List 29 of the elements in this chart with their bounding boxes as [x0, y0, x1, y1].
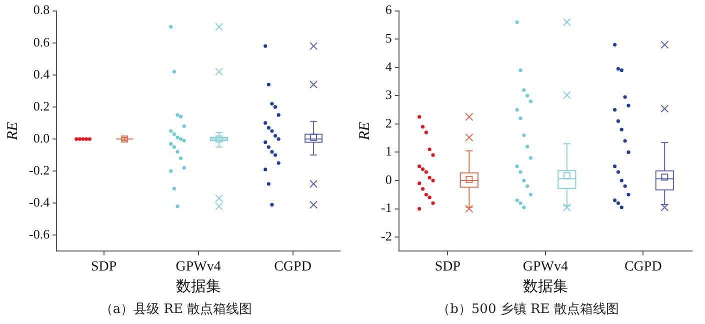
- x-axis-title: 数据集: [522, 278, 568, 295]
- y-tick-label: 4: [385, 58, 392, 74]
- y-axis-title: RE: [356, 122, 373, 142]
- x-tick-label: SDP: [90, 259, 117, 274]
- y-tick-label: 0.4: [33, 66, 50, 82]
- x-tick-label: GPWv4: [522, 259, 568, 274]
- x-axis-title: 数据集: [176, 278, 221, 295]
- y-tick-label: 3: [385, 87, 392, 102]
- y-tick-label: 0.6: [33, 34, 50, 50]
- y-tick-label: 0.0: [33, 130, 50, 146]
- y-tick-label: -2: [380, 228, 392, 244]
- y-tick-label: 2: [385, 115, 392, 130]
- x-tick-label: SDP: [434, 259, 461, 274]
- y-tick-label: -0.2: [28, 162, 50, 178]
- x-tick-label: CGPD: [274, 259, 312, 274]
- y-tick-label: 5: [385, 30, 392, 46]
- y-tick-label: 0.2: [33, 98, 50, 114]
- y-tick-label: 6: [385, 2, 392, 18]
- text: （a）县级 RE 散点箱线图: [98, 301, 254, 318]
- y-tick-label: -0.6: [28, 226, 50, 242]
- y-tick-label: 1: [385, 144, 392, 159]
- y-axis-title: RE: [4, 122, 21, 142]
- text: （b）500 乡镇 RE 散点箱线图: [436, 301, 620, 318]
- y-tick-label: 0.8: [33, 2, 50, 18]
- y-tick-label: -0.4: [28, 194, 50, 210]
- y-tick-label: -1: [380, 200, 392, 216]
- x-tick-label: CGPD: [624, 259, 662, 274]
- x-tick-label: GPWv4: [176, 259, 221, 274]
- y-tick-label: 0: [385, 172, 392, 187]
